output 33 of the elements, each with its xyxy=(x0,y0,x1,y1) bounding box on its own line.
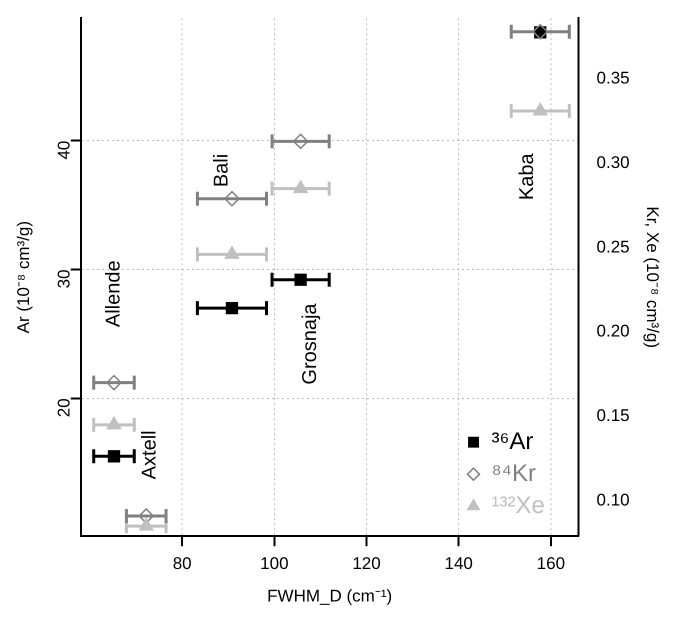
annotation: Bali xyxy=(210,154,233,188)
annotation: Allende xyxy=(102,260,125,328)
y2-tick-label: 0.25 xyxy=(596,237,630,256)
point xyxy=(224,190,240,206)
x-axis-title: FWHM_D (cm⁻¹) xyxy=(267,586,392,606)
annotation: Kaba xyxy=(516,152,538,200)
x-tick-label: 160 xyxy=(536,554,566,574)
x-tick-label: 100 xyxy=(260,554,289,574)
y2-tick-label: 0.30 xyxy=(596,152,630,172)
point xyxy=(293,180,308,194)
y-tick-label: 30 xyxy=(54,269,74,288)
y2-tick-label: 0.10 xyxy=(596,490,630,510)
y2-tick-label: 0.15 xyxy=(596,406,630,426)
point xyxy=(106,374,122,390)
legend-label: ⁸⁴Kr xyxy=(492,460,536,487)
x-tick-label: 80 xyxy=(172,554,192,574)
annotation: Axtell xyxy=(138,430,160,480)
point xyxy=(532,102,548,116)
point xyxy=(106,416,122,430)
point xyxy=(138,518,154,531)
point xyxy=(292,134,308,150)
y2-axis-title: Kr, Xe (10⁻⁸ cm³/g) xyxy=(643,206,662,348)
x-tick-label: 140 xyxy=(444,554,473,574)
legend-label: ³⁶Ar xyxy=(492,428,534,455)
point xyxy=(224,246,240,259)
y2-tick-label: 0.35 xyxy=(596,68,630,88)
y-axis-title: Ar (10⁻⁸ cm³/g) xyxy=(14,221,33,334)
annotation: Grosnaja xyxy=(298,302,321,385)
legend-label: ¹³²Xe xyxy=(492,492,545,519)
y2-tick-label: 0.20 xyxy=(596,322,630,341)
x-tick-label: 120 xyxy=(352,554,381,574)
y-tick-label: 40 xyxy=(54,140,74,160)
y-tick-label: 20 xyxy=(54,398,74,418)
